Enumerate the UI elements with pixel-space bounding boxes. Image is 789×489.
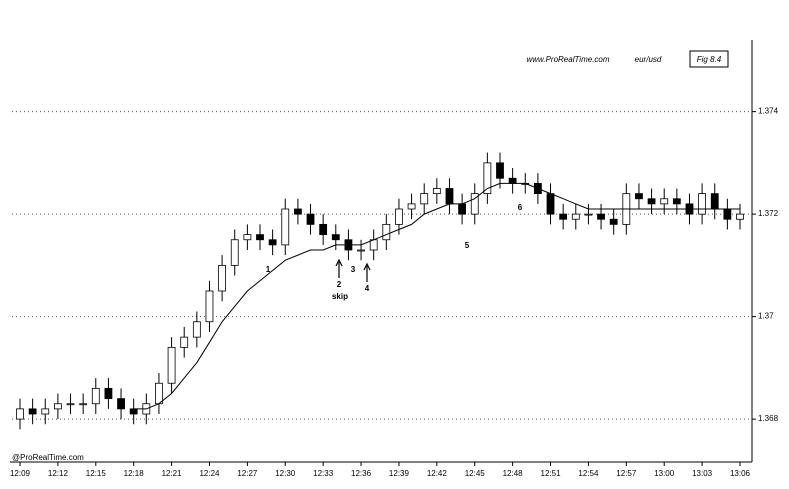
x-tick-label: 12:48	[503, 469, 524, 478]
x-tick-label: 12:39	[389, 469, 410, 478]
symbol: eur/usd	[635, 55, 662, 64]
candle-body	[382, 223, 391, 241]
candle-body	[180, 336, 189, 348]
candle-body	[331, 234, 340, 241]
x-tick-label: 12:12	[48, 469, 69, 478]
candle-body	[672, 198, 681, 205]
x-tick-label: 13:06	[730, 469, 751, 478]
candle-body	[319, 223, 328, 236]
candle-body	[155, 382, 163, 405]
annotation: skip	[332, 292, 348, 301]
x-tick-label: 12:15	[86, 469, 107, 478]
x-tick-label: 12:33	[313, 469, 334, 478]
x-tick-label: 12:51	[541, 469, 562, 478]
x-tick-label: 13:03	[692, 469, 713, 478]
candle-body	[698, 193, 707, 215]
candle-body	[420, 193, 429, 205]
candle-body	[496, 162, 504, 179]
y-tick-label: 1.368	[758, 414, 779, 423]
candle-body	[66, 403, 75, 406]
candle-body	[407, 203, 416, 210]
candle-body	[723, 208, 732, 220]
x-tick-label: 12:45	[465, 469, 486, 478]
candle-body	[660, 198, 669, 205]
candle-body	[483, 162, 492, 195]
y-tick-label: 1.372	[758, 209, 779, 218]
x-tick-label: 12:21	[162, 469, 183, 478]
candle-body	[230, 239, 239, 266]
candle-body	[609, 218, 618, 225]
x-tick-label: 12:09	[10, 469, 31, 478]
candle-body	[192, 321, 201, 338]
annotation: 6	[518, 203, 523, 212]
x-tick-label: 12:18	[124, 469, 145, 478]
candle-body	[256, 234, 264, 241]
candle-body	[635, 193, 643, 200]
arrows	[335, 258, 371, 282]
candle-body	[597, 213, 605, 220]
y-tick-label: 1.37	[758, 312, 774, 321]
candle-body	[571, 213, 580, 220]
candle-body	[104, 387, 113, 400]
candle-body	[508, 177, 517, 184]
x-tick-label: 12:27	[237, 469, 258, 478]
candle-body	[79, 403, 88, 406]
annotation: 3	[351, 265, 356, 274]
candle-body	[218, 264, 227, 292]
candle-body	[647, 198, 656, 205]
annotation: 2	[337, 280, 342, 289]
annotation: 5	[465, 241, 470, 250]
moving-average	[133, 182, 740, 410]
candle-body	[53, 403, 62, 410]
candle-body	[16, 408, 24, 420]
candle-body	[205, 290, 214, 323]
candle-body	[559, 213, 568, 220]
candle-body	[710, 193, 719, 210]
x-tick-label: 12:42	[427, 469, 448, 478]
candle-body	[129, 408, 138, 415]
candle-body	[458, 203, 467, 215]
candle-body	[243, 234, 252, 241]
x-tick-label: 12:24	[199, 469, 220, 478]
candle-body	[546, 193, 555, 215]
candle-body	[357, 249, 365, 252]
candle-body	[281, 208, 290, 246]
candle-body	[395, 208, 403, 225]
candle-body	[432, 188, 441, 195]
candle-body	[167, 346, 176, 384]
source: www.ProRealTime.com	[526, 55, 609, 64]
candle-body	[470, 193, 479, 215]
candle-body	[445, 188, 454, 205]
chart-title: Fig 8.4	[697, 55, 722, 64]
x-tick-label: 12:36	[351, 469, 372, 478]
footer: @ProRealTime.com	[12, 453, 84, 462]
x-tick-label: 12:57	[616, 469, 637, 478]
candle-body	[736, 213, 744, 220]
candle-body	[306, 213, 315, 225]
annotation: 1	[266, 265, 271, 274]
x-tick-label: 13:00	[654, 469, 675, 478]
candle-body	[117, 398, 125, 410]
annotation: 4	[365, 284, 370, 293]
candle-body	[41, 408, 50, 415]
candle-body	[293, 208, 302, 215]
title-box	[689, 50, 729, 68]
candle-body	[28, 408, 37, 415]
candle-body	[91, 387, 100, 405]
candle-body	[268, 239, 277, 246]
x-tick-label: 12:54	[578, 469, 599, 478]
candle-body	[584, 213, 593, 216]
x-tick-label: 12:30	[275, 469, 296, 478]
y-tick-label: 1.374	[758, 107, 779, 116]
